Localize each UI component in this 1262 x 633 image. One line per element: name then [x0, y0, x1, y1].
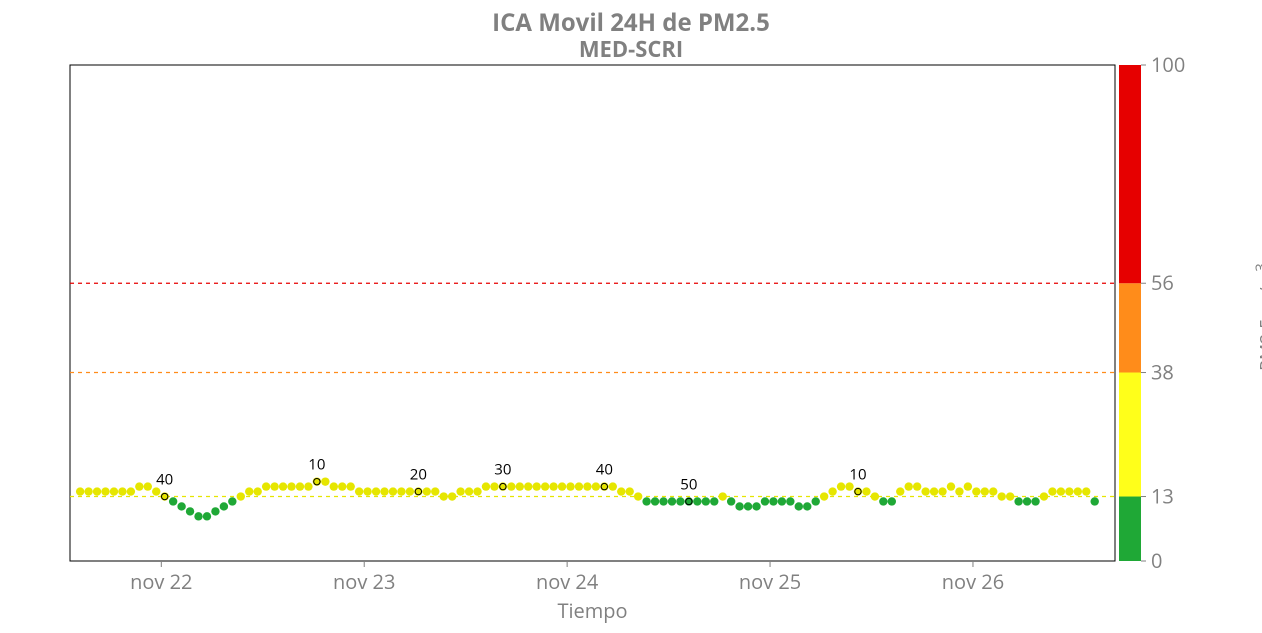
x-axis-label: Tiempo [70, 597, 1115, 624]
chart-container: ICA Movil 24H de PM2.5 MED-SCRI nov 22no… [0, 0, 1262, 633]
x-tick-label: nov 26 [942, 568, 1004, 595]
y2-axis-label: PM2.5 μg/m3 [1251, 263, 1262, 371]
chart-svg: nov 22nov 23nov 24nov 25nov 260133856100… [0, 0, 1262, 633]
point-annotation: 30 [494, 460, 511, 480]
point-annotation: 40 [596, 460, 613, 480]
colorbar-tick-label: 38 [1151, 359, 1174, 386]
point-annotation: 40 [156, 470, 173, 490]
chart-subtitle: MED-SCRI [0, 34, 1262, 64]
x-tick-label: nov 23 [333, 568, 395, 595]
x-tick-label: nov 24 [536, 568, 599, 595]
colorbar-tick-label: 56 [1151, 269, 1174, 296]
colorbar-tick-label: 0 [1151, 547, 1162, 574]
point-annotation: 10 [308, 455, 325, 475]
point-annotation: 50 [680, 474, 697, 494]
point-annotation: 20 [410, 465, 427, 485]
point-annotation: 10 [849, 465, 866, 485]
x-tick-label: nov 22 [130, 568, 192, 595]
x-tick-label: nov 25 [739, 568, 801, 595]
colorbar-tick-label: 13 [1151, 483, 1174, 510]
